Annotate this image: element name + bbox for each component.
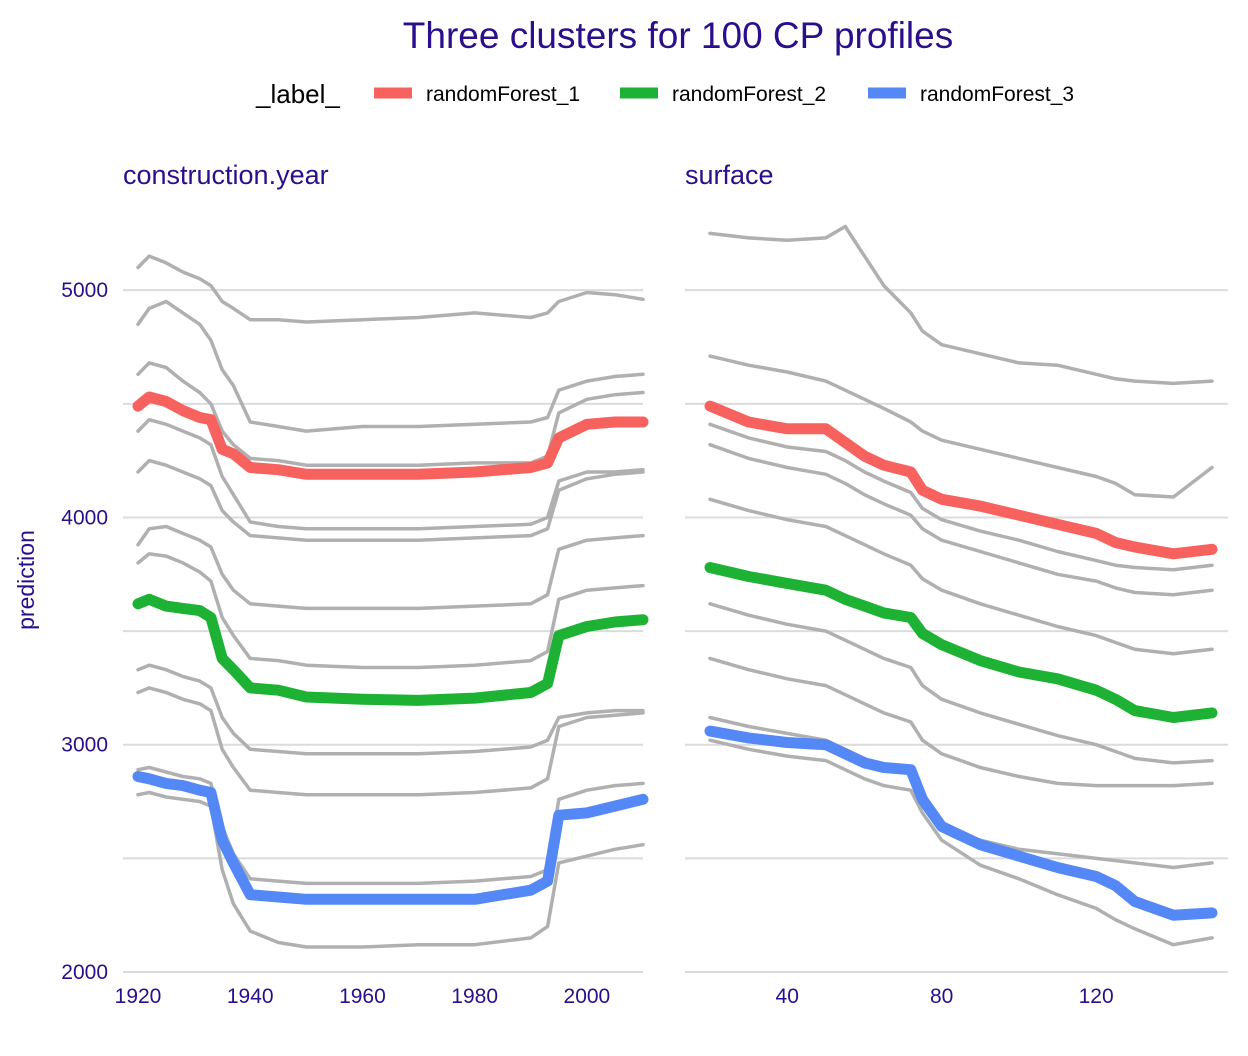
y-tick-label: 3000 [61,734,108,757]
x-tick-label: 2000 [564,985,611,1008]
y-tick-label: 2000 [61,961,108,984]
x-tick-label: 1940 [227,985,274,1008]
legend: _label_ randomForest_1 randomForest_2 rand… [255,79,1074,109]
background-profile-line [708,656,1214,788]
background-profile-line [708,442,1214,597]
series-line-randomForest_2 [704,562,1218,723]
background-profile-line [708,422,1214,572]
background-profile-line [136,299,645,433]
x-tick-label: 120 [1079,985,1114,1008]
series-line-randomForest_3 [132,771,649,905]
background-profile-line [708,497,1214,656]
background-profile-line [708,354,1214,499]
background-profile-line [136,663,645,756]
legend-title: _label_ [255,79,340,109]
background-profile-line [136,254,645,324]
legend-entry-randomForest_3: randomForest_3 [868,83,1074,106]
x-tick-label: 1980 [451,985,498,1008]
y-tick-label: 5000 [61,279,108,302]
background-profile-line [136,524,645,611]
series-line-randomForest_1 [704,400,1218,560]
background-profile-line [136,686,645,797]
background-profile-line [136,552,645,670]
facet-title: surface [685,160,774,190]
x-tick-label: 80 [930,985,953,1008]
legend-label: randomForest_1 [426,83,580,106]
chart-title: Three clusters for 100 CP profiles [403,15,953,56]
x-tick-label: 1960 [339,985,386,1008]
y-tick-label: 4000 [61,506,108,529]
series-line-randomForest_2 [132,593,649,706]
panel-surface: surface 40 80 120 [685,160,1228,1008]
y-axis-title: prediction [13,530,39,630]
facet-title: construction.year [123,160,329,190]
series-line-randomForest_3 [704,725,1218,921]
x-tick-label: 1920 [115,985,162,1008]
background-profile-line [708,602,1214,765]
legend-label: randomForest_3 [920,83,1074,106]
legend-entry-randomForest_1: randomForest_1 [374,83,580,106]
legend-entry-randomForest_2: randomForest_2 [620,83,826,106]
x-tick-label: 40 [776,985,799,1008]
background-profile-line [136,361,645,467]
legend-label: randomForest_2 [672,83,826,106]
series-line-randomForest_1 [132,391,649,480]
background-profile-line [708,224,1214,386]
background-profile-line [136,790,645,949]
background-profile-line [136,417,645,531]
panel-construction-year: construction.year 2000 3000 4000 5000 1920 194… [61,160,649,1008]
background-profile-line [136,458,645,542]
background-profile-line [708,738,1214,947]
